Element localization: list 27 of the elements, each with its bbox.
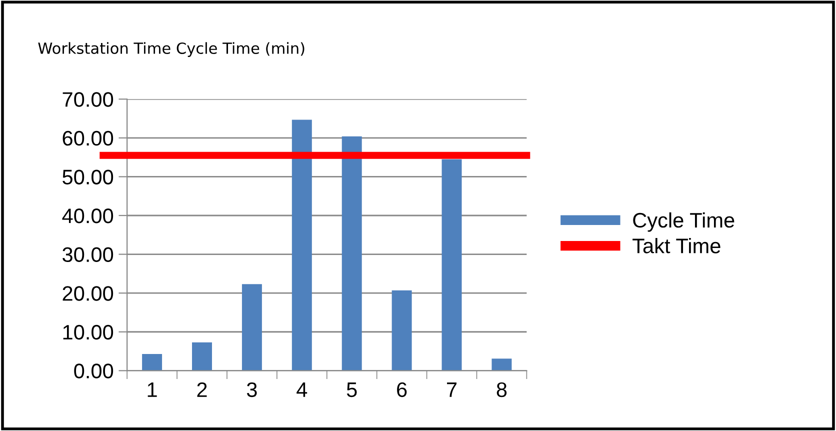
x-tick-label: 4 xyxy=(296,382,308,397)
bar xyxy=(242,284,262,371)
y-tick-label: 40.00 xyxy=(62,208,114,224)
x-tick-label: 2 xyxy=(197,382,207,397)
y-tick-label: 30.00 xyxy=(62,247,114,262)
y-tick-label: 60.00 xyxy=(62,130,114,146)
y-tick-label: 70.00 xyxy=(62,92,114,107)
legend-label: Cycle Time xyxy=(633,212,734,232)
x-tick-label: 3 xyxy=(246,382,257,398)
y-tick-label: 20.00 xyxy=(62,286,114,301)
y-tick-label: 0.00 xyxy=(74,364,114,378)
x-tick-label: 6 xyxy=(397,382,407,398)
y-tick-label: 50.00 xyxy=(62,170,114,184)
legend-label: Takt Time xyxy=(632,238,720,254)
bar xyxy=(342,136,362,371)
x-tick-label: 1 xyxy=(148,382,157,397)
chart-title: Workstation Time Cycle Time (min) xyxy=(38,42,304,57)
bar xyxy=(292,120,312,371)
bar xyxy=(492,358,512,371)
bar xyxy=(442,159,462,371)
bar xyxy=(142,354,162,371)
bar xyxy=(392,290,412,371)
x-tick-label: 8 xyxy=(496,382,507,398)
x-tick-label: 5 xyxy=(346,382,357,398)
x-tick-label: 7 xyxy=(447,382,456,397)
y-tick-label: 10.00 xyxy=(63,324,114,340)
bar xyxy=(192,342,212,371)
